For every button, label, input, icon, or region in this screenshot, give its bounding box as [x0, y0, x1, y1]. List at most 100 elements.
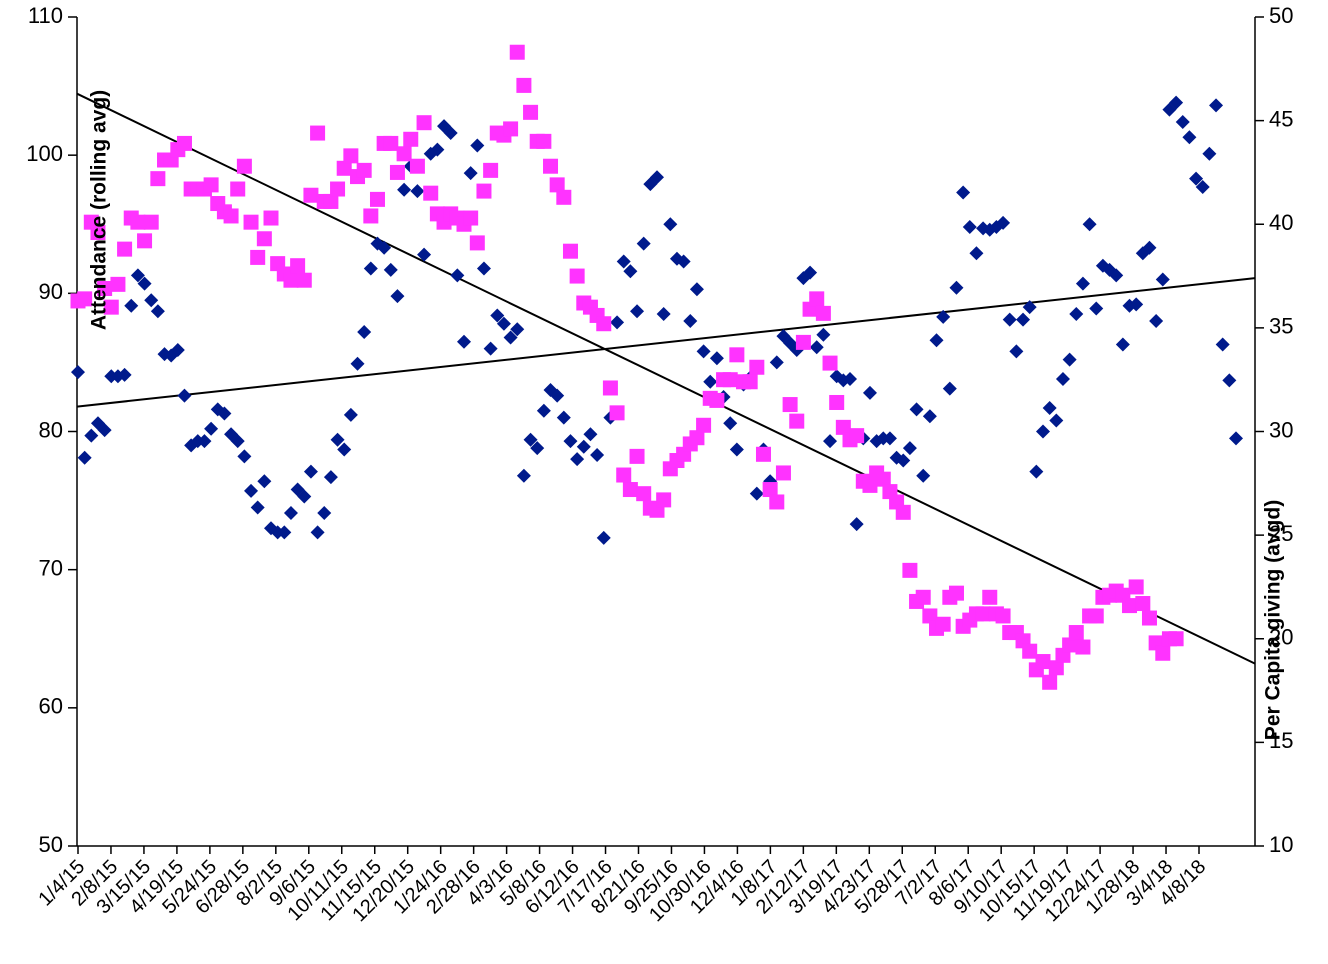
attendance-point: [177, 388, 192, 403]
giving-point: [369, 191, 385, 207]
giving-point: [383, 135, 399, 151]
giving-point: [1048, 660, 1064, 676]
giving-point: [875, 471, 891, 487]
attendance-point: [576, 439, 591, 454]
attendance-point: [144, 293, 159, 308]
attendance-point: [749, 486, 764, 501]
giving-point: [503, 121, 519, 137]
attendance-point: [410, 184, 425, 199]
giving-point: [782, 397, 798, 413]
giving-point: [343, 148, 359, 164]
giving-point: [150, 171, 166, 187]
attendance-point: [663, 217, 678, 232]
giving-point: [656, 492, 672, 508]
attendance-point: [1002, 312, 1017, 327]
giving-point: [330, 181, 346, 197]
attendance-point: [1202, 146, 1217, 161]
attendance-point: [1036, 424, 1050, 439]
giving-point: [143, 214, 159, 230]
attendance-point: [117, 367, 132, 382]
attendance-point: [689, 282, 704, 297]
giving-point: [709, 392, 725, 408]
attendance-point: [1222, 373, 1237, 388]
giving-point: [549, 177, 565, 193]
giving-point: [689, 430, 705, 446]
attendance-point: [563, 434, 578, 449]
attendance-point: [1229, 431, 1243, 446]
left-y-tick-label: 80: [39, 417, 63, 442]
attendance-point: [1109, 268, 1124, 283]
attendance-point: [929, 333, 944, 348]
right-y-tick-label: 10: [1269, 832, 1293, 857]
attendance-point: [1129, 297, 1144, 312]
attendance-point: [816, 327, 831, 342]
attendance-point: [1022, 300, 1037, 315]
attendance-point: [969, 246, 984, 261]
giving-point: [616, 467, 632, 483]
attendance-point: [470, 138, 485, 153]
attendance-point: [204, 421, 219, 436]
attendance-point: [1082, 217, 1097, 232]
attendance-point: [383, 262, 398, 277]
attendance-point: [1142, 240, 1157, 255]
giving-point: [1035, 654, 1051, 670]
giving-point: [742, 374, 758, 390]
attendance-point: [443, 126, 458, 141]
attendance-point: [463, 166, 478, 181]
attendance-point: [490, 308, 505, 323]
giving-point: [1141, 610, 1157, 626]
attendance-point: [350, 356, 365, 371]
attendance-point: [616, 254, 631, 269]
giving-point: [1022, 643, 1038, 659]
giving-point: [755, 446, 771, 462]
giving-point: [935, 616, 951, 632]
giving-point: [1075, 639, 1091, 655]
attendance-point: [1175, 115, 1190, 130]
attendance-point: [623, 264, 638, 279]
giving-point: [323, 193, 339, 209]
data-points: [70, 44, 1243, 690]
attendance-point: [849, 517, 864, 532]
giving-point: [948, 585, 964, 601]
attendance-point: [84, 428, 99, 443]
attendance-point: [230, 434, 245, 449]
attendance-point: [902, 441, 917, 456]
attendance-point: [882, 431, 897, 446]
giving-point: [283, 272, 299, 288]
giving-point: [303, 187, 319, 203]
attendance-point: [656, 307, 671, 322]
left-y-tick-label: 70: [39, 555, 63, 580]
attendance-point: [297, 489, 312, 504]
left-y-tick-label: 110: [28, 3, 63, 28]
giving-point: [915, 589, 931, 605]
right-axis-title: Per Capita giving (avgd): [1262, 500, 1285, 740]
attendance-point: [343, 407, 358, 422]
attendance-point: [942, 381, 957, 396]
attendance-point: [1016, 312, 1031, 327]
giving-point: [1042, 674, 1058, 690]
attendance-point: [237, 449, 252, 464]
attendance-point: [683, 313, 698, 328]
left-y-tick-label: 90: [39, 279, 63, 304]
giving-point: [516, 77, 532, 93]
giving-point: [602, 380, 618, 396]
attendance-point: [503, 330, 518, 345]
attendance-point: [803, 265, 818, 280]
attendance-point: [996, 215, 1011, 230]
giving-point: [636, 486, 652, 502]
attendance-point: [510, 322, 525, 337]
giving-point: [622, 482, 638, 498]
attendance-point: [476, 261, 491, 276]
attendance-point: [1009, 344, 1024, 359]
attendance-point: [437, 119, 452, 134]
giving-point: [922, 608, 938, 624]
right-y-tick-label: 35: [1269, 314, 1293, 339]
giving-point: [556, 189, 572, 205]
giving-point: [809, 291, 825, 307]
giving-point: [137, 233, 153, 249]
attendance-point: [696, 344, 711, 359]
giving-point: [296, 272, 312, 288]
giving-point: [769, 494, 785, 510]
giving-point: [130, 214, 146, 230]
giving-point: [995, 608, 1011, 624]
